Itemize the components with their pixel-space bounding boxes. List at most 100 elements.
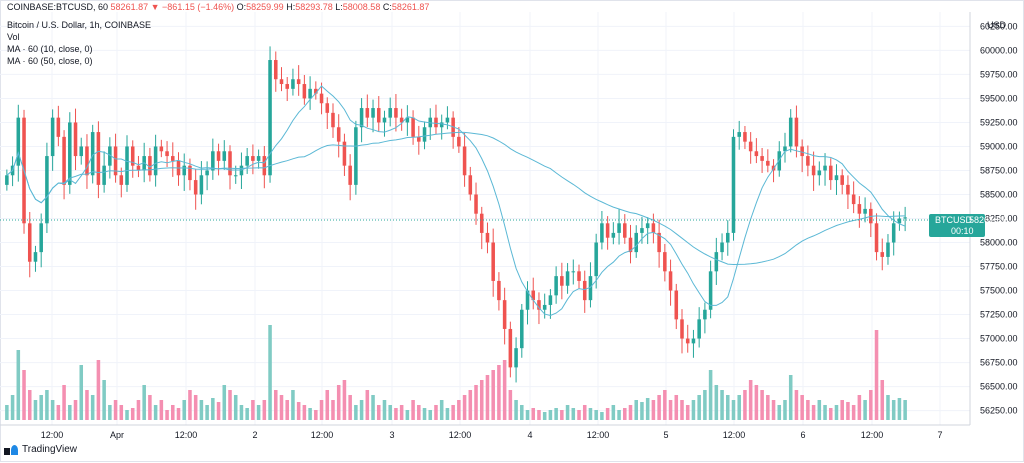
candle-body [439, 122, 444, 128]
volume-bar [314, 410, 318, 420]
volume-bar [468, 390, 473, 420]
volume-bar [171, 405, 175, 420]
volume-bar [136, 400, 141, 420]
candle-body [605, 223, 610, 238]
volume-bar [548, 410, 553, 420]
legend-ma-50[interactable]: MA · 60 (50, close, 0) [7, 56, 93, 66]
volume-bar [33, 400, 38, 420]
candle-body [382, 117, 387, 123]
time-tick-label: 12:00 [587, 430, 610, 440]
candle-body [497, 280, 501, 301]
volume-bar [514, 400, 518, 420]
candle-body [216, 151, 221, 161]
price-tag-value: 58261.87 [969, 215, 1007, 225]
candle-body [359, 108, 364, 128]
volume-bar [485, 375, 490, 420]
candle-body [542, 304, 547, 310]
candle-body [245, 156, 249, 166]
candle-body [331, 112, 335, 128]
candle-body [565, 271, 570, 286]
volume-bar [354, 405, 358, 420]
candle-body [485, 232, 490, 243]
candle-body [233, 175, 238, 177]
price-tick-label: 57250.00 [980, 310, 1018, 320]
volume-bar [73, 400, 78, 420]
volume-bar [399, 405, 404, 420]
candle-body [663, 252, 667, 272]
candle-body [193, 180, 198, 195]
low-value: 58008.58 [342, 2, 381, 12]
candle-body [222, 151, 227, 161]
candle-body [308, 88, 312, 99]
candle-body [600, 223, 604, 243]
candle-body [285, 84, 289, 89]
volume-bar [68, 405, 72, 420]
volume-bar [542, 412, 547, 420]
volume-bar [714, 385, 719, 420]
candle-body [388, 108, 392, 118]
volume-bar [577, 410, 581, 420]
candle-body [354, 127, 358, 185]
volume-bar [811, 405, 816, 420]
candle-body [748, 141, 753, 152]
time-axis[interactable]: 12:00 Apr 12:00 2 12:00 3 12:00 4 12:00 5 12:00 6 12… [41, 430, 943, 440]
price-tag-timer: 00:10 [951, 226, 974, 236]
candle-body [148, 156, 152, 176]
volume-bar [708, 370, 713, 420]
candle-body [45, 156, 49, 224]
time-tick-label: 7 [937, 430, 942, 440]
candle-body [5, 175, 9, 185]
candle-body [411, 117, 415, 137]
volume-bar [600, 412, 604, 420]
candle-body [296, 79, 301, 85]
candle-body [136, 165, 141, 171]
volume-bar [531, 408, 536, 420]
candle-body [68, 122, 72, 185]
volume-bar [462, 395, 467, 420]
candle-body [325, 103, 330, 113]
candle-body [611, 232, 616, 238]
candle-body [262, 156, 267, 176]
volume-bar [376, 405, 381, 420]
symbol-interval[interactable]: COINBASE:BTCUSD, 60 [7, 2, 109, 12]
candle-body [479, 213, 484, 233]
price-tick-label: 57000.00 [980, 334, 1018, 344]
volume-bar [588, 408, 593, 420]
legend-volume[interactable]: Vol [7, 32, 20, 42]
candle-body [365, 108, 370, 118]
volume-bar [560, 410, 564, 420]
candle-body [205, 170, 209, 176]
candle-body [685, 338, 690, 344]
ma-50-line [6, 131, 906, 266]
candle-body [537, 300, 541, 310]
volume-bars [5, 325, 907, 420]
volume-bar [645, 398, 650, 420]
volume-bar [5, 405, 9, 420]
volume-bar [319, 400, 324, 420]
candle-body [520, 309, 524, 349]
volume-bar [193, 395, 198, 420]
volume-bar [628, 405, 633, 420]
volume-bar [148, 395, 152, 420]
tradingview-branding[interactable]: TradingView [4, 444, 77, 455]
volume-bar [697, 395, 701, 420]
volume-bar [325, 390, 330, 420]
candle-body [394, 108, 398, 118]
volume-bar [382, 400, 387, 420]
price-axis[interactable]: 60250.00 60000.00 59750.00 59500.00 59250.00… [980, 21, 1018, 415]
volume-bar [668, 400, 673, 420]
volume-bar [439, 400, 444, 420]
candle-body [16, 117, 21, 166]
currency-label[interactable]: USD [987, 20, 1007, 30]
candle-body [903, 217, 907, 219]
volume-bar [142, 385, 146, 420]
candle-body [806, 156, 810, 166]
legend-ma-10[interactable]: MA · 60 (10, close, 0) [7, 44, 93, 54]
candle-body [531, 290, 536, 301]
candle-body [680, 319, 684, 339]
volume-bar [85, 390, 89, 420]
volume-bar [857, 395, 862, 420]
volume-bar [783, 400, 787, 420]
price-tick-label: 59250.00 [980, 117, 1018, 127]
